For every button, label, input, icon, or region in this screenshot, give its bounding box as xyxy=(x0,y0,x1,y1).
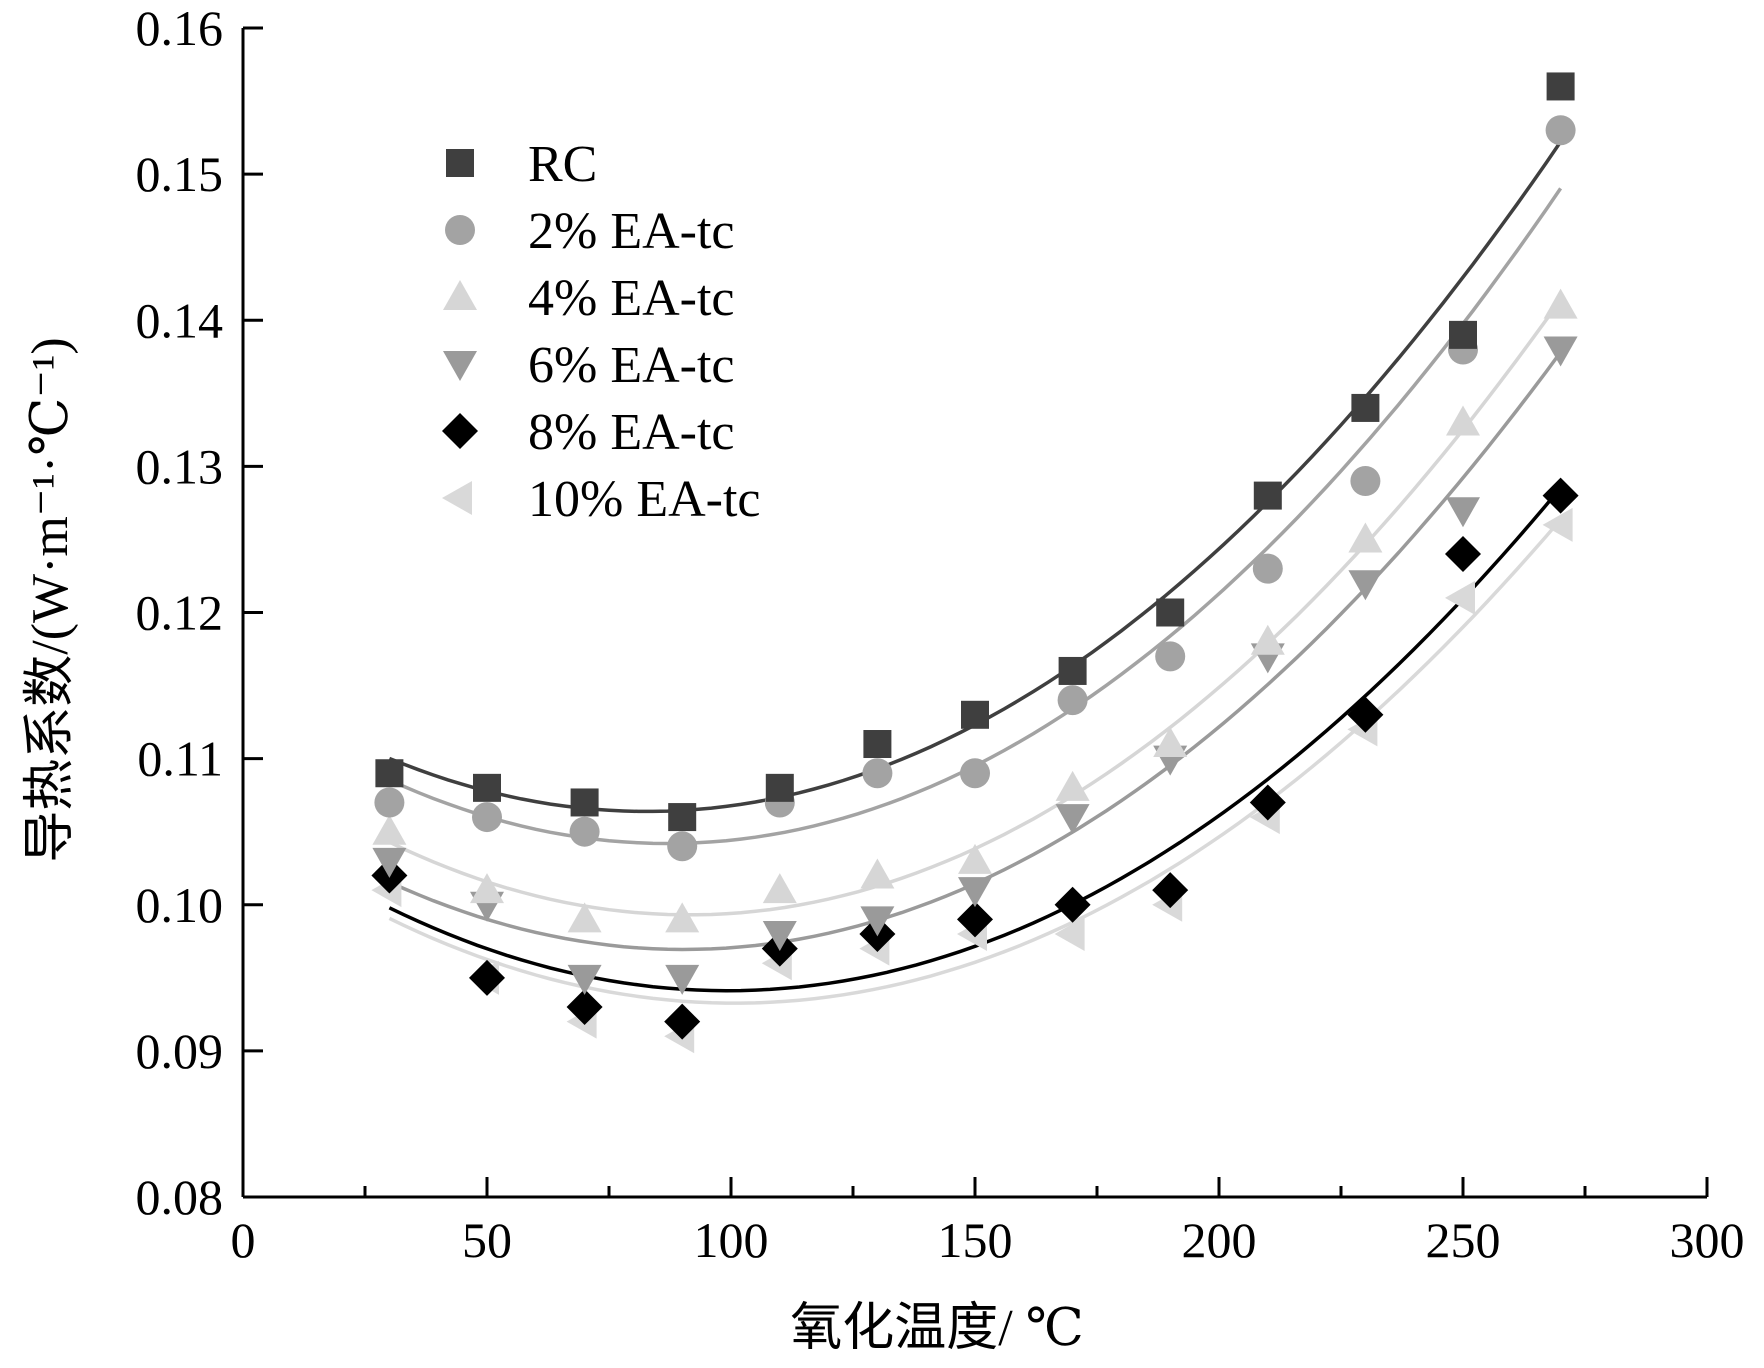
data-point xyxy=(374,787,405,818)
x-tick-label: 0 xyxy=(231,1212,256,1268)
legend-label: 10% EA-tc xyxy=(528,471,760,528)
data-point xyxy=(469,959,505,996)
data-point xyxy=(372,814,407,845)
legend: RC 2% EA-tc 4% EA-tc 6% EA-tc 8% EA-tc 10% EA… xyxy=(442,136,760,528)
data-point xyxy=(863,730,892,759)
legend-label: 8% EA-tc xyxy=(528,404,734,461)
x-tick-label: 150 xyxy=(938,1212,1013,1268)
x-tick-label: 250 xyxy=(1426,1212,1501,1268)
data-point xyxy=(1057,685,1088,716)
data-point xyxy=(1252,553,1283,584)
data-point xyxy=(1546,72,1575,101)
legend-label: 4% EA-tc xyxy=(528,270,734,327)
data-point xyxy=(1054,916,1085,951)
data-point xyxy=(1156,598,1185,627)
x-axis-label: 氧化温度/ ℃ xyxy=(790,1300,1084,1357)
data-point xyxy=(473,773,501,802)
legend-marker xyxy=(446,149,474,177)
data-point xyxy=(1055,804,1090,835)
data-point xyxy=(862,758,893,789)
y-tick-label: 0.13 xyxy=(136,438,224,494)
data-point xyxy=(1153,727,1188,758)
y-tick-label: 0.12 xyxy=(136,585,224,641)
data-point xyxy=(1545,115,1576,146)
legend-marker xyxy=(442,481,472,515)
data-point xyxy=(1542,477,1579,514)
x-tick-label: 200 xyxy=(1182,1212,1257,1268)
data-point xyxy=(667,831,698,862)
data-point xyxy=(1347,696,1384,733)
y-tick-label: 0.08 xyxy=(136,1169,224,1225)
data-point xyxy=(960,758,990,789)
data-point xyxy=(1249,784,1286,821)
data-point xyxy=(762,920,797,951)
data-point xyxy=(375,759,404,788)
data-point xyxy=(860,906,895,937)
data-point xyxy=(665,902,700,933)
legend-marker xyxy=(443,351,477,381)
data-point xyxy=(1445,580,1475,615)
data-point xyxy=(860,858,895,889)
data-point xyxy=(1351,393,1380,422)
data-point xyxy=(570,788,599,817)
data-points xyxy=(371,72,1579,1054)
data-point xyxy=(1253,481,1282,510)
data-point xyxy=(1543,336,1578,367)
data-point xyxy=(569,816,600,847)
data-point xyxy=(665,964,700,995)
x-tick-label: 300 xyxy=(1670,1212,1745,1268)
data-point xyxy=(1543,288,1578,319)
data-point xyxy=(1152,872,1189,909)
y-tick-label: 0.15 xyxy=(136,146,224,202)
y-axis-label: 导热系数/(W·m⁻¹·℃⁻¹) xyxy=(22,337,79,863)
data-point xyxy=(567,964,602,995)
data-point xyxy=(958,877,992,908)
data-point xyxy=(1350,465,1381,496)
y-tick-label: 0.10 xyxy=(136,877,224,933)
data-point xyxy=(1446,405,1480,436)
axes: 0 50 100 150 200 250 300 0.08 0.09 0.10 0.11 0.12 0.… xyxy=(136,0,1745,1268)
data-point xyxy=(1348,570,1383,601)
legend-marker xyxy=(443,280,477,310)
data-point xyxy=(765,773,794,802)
data-point xyxy=(664,1003,701,1040)
legend-label: RC xyxy=(528,136,597,193)
data-point xyxy=(762,873,797,904)
data-point xyxy=(372,847,407,878)
x-tick-label: 100 xyxy=(694,1212,769,1268)
y-tick-label: 0.11 xyxy=(137,731,223,787)
data-point xyxy=(1542,507,1573,542)
data-point xyxy=(957,901,993,938)
legend-label: 6% EA-tc xyxy=(528,337,734,394)
legend-marker xyxy=(442,413,478,449)
y-tick-label: 0.09 xyxy=(136,1023,224,1079)
data-point xyxy=(961,700,989,729)
data-point xyxy=(1445,536,1481,573)
data-point xyxy=(668,803,697,832)
legend-marker xyxy=(445,215,475,245)
data-point xyxy=(1058,656,1087,685)
data-point xyxy=(470,873,504,904)
data-point xyxy=(958,843,992,874)
data-point xyxy=(566,989,603,1026)
data-point xyxy=(1348,522,1383,553)
data-point xyxy=(1055,770,1090,801)
x-tick-label: 50 xyxy=(462,1212,512,1268)
data-point xyxy=(1155,641,1186,672)
data-point xyxy=(1054,886,1091,923)
legend-label: 2% EA-tc xyxy=(528,203,734,260)
data-point xyxy=(1446,497,1480,528)
data-point xyxy=(1250,624,1285,655)
data-point xyxy=(472,802,502,833)
y-tick-label: 0.16 xyxy=(136,0,224,56)
data-point xyxy=(1449,320,1477,349)
y-tick-label: 0.14 xyxy=(136,292,224,348)
data-point xyxy=(567,902,602,933)
